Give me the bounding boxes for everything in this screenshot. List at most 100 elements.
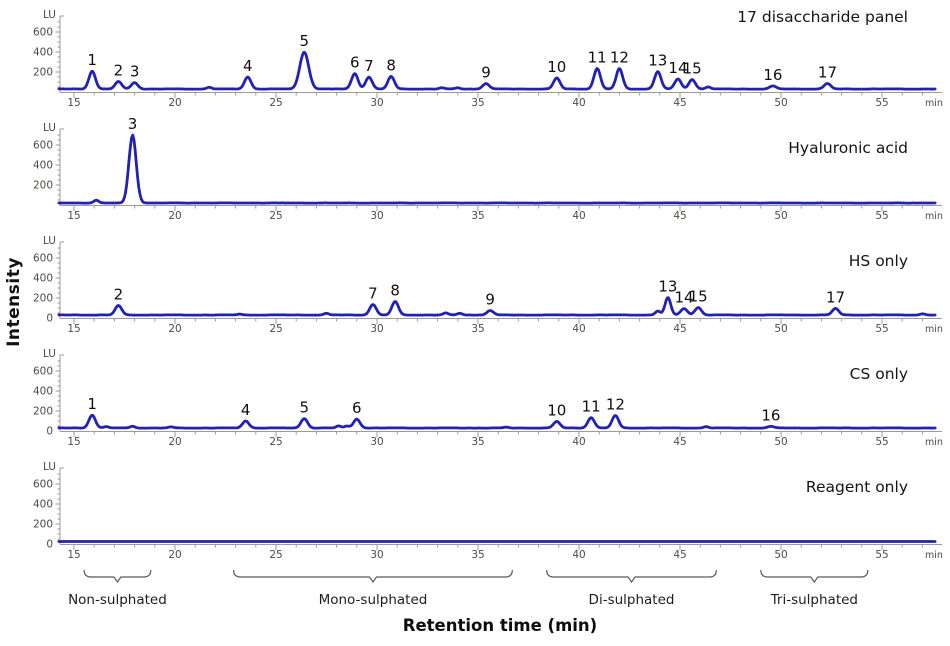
svg-text:16: 16 — [761, 407, 780, 425]
svg-text:6: 6 — [352, 399, 362, 417]
svg-text:45: 45 — [673, 210, 686, 222]
svg-text:20: 20 — [168, 97, 181, 109]
svg-text:0: 0 — [46, 539, 53, 551]
group-label-di-sulphated: Di-sulphated — [588, 592, 675, 608]
svg-text:50: 50 — [774, 436, 787, 448]
svg-text:min: min — [925, 211, 943, 222]
svg-text:200: 200 — [33, 406, 53, 418]
svg-text:600: 600 — [33, 27, 53, 39]
svg-text:45: 45 — [673, 549, 686, 561]
svg-text:25: 25 — [269, 97, 282, 109]
x-axis-label: Retention time (min) — [402, 616, 598, 635]
group-label-non-sulphated: Non-sulphated — [68, 592, 167, 608]
svg-text:LU: LU — [43, 122, 56, 134]
svg-text:30: 30 — [370, 210, 383, 222]
svg-text:6: 6 — [350, 54, 360, 72]
svg-text:14: 14 — [674, 289, 693, 307]
svg-text:50: 50 — [774, 549, 787, 561]
svg-text:20: 20 — [168, 323, 181, 335]
svg-text:20: 20 — [168, 549, 181, 561]
svg-text:2: 2 — [114, 286, 124, 304]
svg-text:55: 55 — [875, 210, 888, 222]
svg-text:0: 0 — [46, 313, 53, 325]
svg-text:600: 600 — [33, 253, 53, 265]
svg-text:15: 15 — [689, 288, 708, 306]
svg-text:1: 1 — [87, 51, 97, 69]
svg-text:12: 12 — [606, 396, 625, 414]
panel-title-cs-only: CS only — [849, 365, 908, 383]
svg-text:40: 40 — [572, 97, 585, 109]
chromatogram-plot-hyaluronic: LU 200 400 600 15 20 25 30 35 40 45 50 55 min 3 — [33, 115, 943, 222]
svg-text:600: 600 — [33, 140, 53, 152]
panel-reagent-only: LU 200 400 600 0 15 20 25 30 35 40 45 50 55 min Reagen… — [0, 452, 950, 565]
panel-hyaluronic: LU 200 400 600 15 20 25 30 35 40 45 50 55 min 3 Hyalur… — [0, 113, 950, 226]
svg-text:30: 30 — [370, 323, 383, 335]
group-label-mono-sulphated: Mono-sulphated — [318, 592, 428, 608]
svg-text:10: 10 — [547, 58, 566, 76]
svg-text:16: 16 — [763, 66, 782, 84]
svg-text:15: 15 — [67, 210, 80, 222]
svg-text:30: 30 — [370, 436, 383, 448]
svg-text:30: 30 — [370, 97, 383, 109]
svg-text:17: 17 — [826, 289, 845, 307]
svg-text:20: 20 — [168, 436, 181, 448]
svg-text:3: 3 — [130, 63, 140, 81]
svg-text:600: 600 — [33, 479, 53, 491]
svg-text:7: 7 — [368, 285, 378, 303]
svg-text:5: 5 — [300, 399, 310, 417]
svg-text:35: 35 — [471, 436, 484, 448]
svg-text:200: 200 — [33, 293, 53, 305]
group-brackets — [0, 565, 950, 591]
svg-text:55: 55 — [875, 436, 888, 448]
svg-text:4: 4 — [243, 57, 253, 75]
svg-text:LU: LU — [43, 235, 56, 247]
svg-text:min: min — [925, 324, 943, 335]
svg-text:15: 15 — [67, 549, 80, 561]
svg-text:3: 3 — [128, 115, 138, 133]
svg-text:min: min — [925, 437, 943, 448]
svg-text:600: 600 — [33, 366, 53, 378]
svg-text:11: 11 — [582, 398, 601, 416]
svg-text:400: 400 — [33, 499, 53, 511]
svg-text:55: 55 — [875, 323, 888, 335]
svg-text:35: 35 — [471, 97, 484, 109]
svg-text:400: 400 — [33, 386, 53, 398]
svg-text:14: 14 — [668, 59, 687, 77]
panel-disaccharide: LU 200 400 600 15 20 25 30 35 40 45 50 55 min 1 2 3 4 5 6 7 8… — [0, 0, 950, 113]
svg-text:12: 12 — [610, 49, 629, 67]
group-labels-row: Non-sulphated Mono-sulphated Di-sulphate… — [0, 592, 950, 612]
svg-text:8: 8 — [390, 282, 400, 300]
svg-text:25: 25 — [269, 436, 282, 448]
svg-text:15: 15 — [683, 60, 702, 78]
svg-text:min: min — [925, 98, 943, 109]
svg-text:45: 45 — [673, 97, 686, 109]
svg-text:min: min — [925, 550, 943, 561]
svg-text:35: 35 — [471, 323, 484, 335]
svg-text:55: 55 — [875, 549, 888, 561]
svg-text:9: 9 — [481, 64, 491, 82]
svg-text:LU: LU — [43, 461, 56, 473]
svg-text:9: 9 — [485, 291, 495, 309]
svg-text:55: 55 — [875, 97, 888, 109]
panels-stack: LU 200 400 600 15 20 25 30 35 40 45 50 55 min 1 2 3 4 5 6 7 8… — [0, 0, 950, 565]
svg-text:25: 25 — [269, 323, 282, 335]
svg-text:40: 40 — [572, 436, 585, 448]
panel-title-disaccharide: 17 disaccharide panel — [737, 8, 908, 26]
svg-text:400: 400 — [33, 273, 53, 285]
svg-text:8: 8 — [386, 57, 396, 75]
svg-text:200: 200 — [33, 180, 53, 192]
svg-text:35: 35 — [471, 210, 484, 222]
svg-text:400: 400 — [33, 160, 53, 172]
svg-text:40: 40 — [572, 549, 585, 561]
svg-text:25: 25 — [269, 549, 282, 561]
svg-text:15: 15 — [67, 436, 80, 448]
svg-text:50: 50 — [774, 97, 787, 109]
svg-text:2: 2 — [114, 62, 124, 80]
svg-text:30: 30 — [370, 549, 383, 561]
svg-text:LU: LU — [43, 9, 56, 21]
svg-text:LU: LU — [43, 348, 56, 360]
svg-text:15: 15 — [67, 323, 80, 335]
